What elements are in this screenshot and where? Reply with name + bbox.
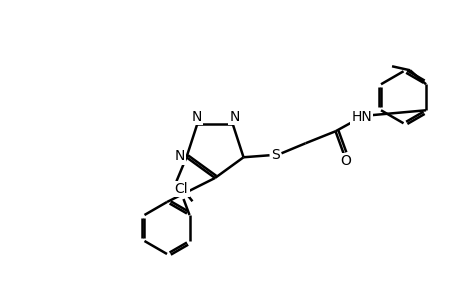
- Text: HN: HN: [350, 110, 371, 124]
- Text: O: O: [339, 154, 350, 168]
- Text: N: N: [191, 110, 201, 124]
- Text: S: S: [270, 148, 279, 162]
- Text: N: N: [229, 110, 239, 124]
- Text: N: N: [174, 149, 184, 163]
- Text: Cl: Cl: [174, 182, 188, 196]
